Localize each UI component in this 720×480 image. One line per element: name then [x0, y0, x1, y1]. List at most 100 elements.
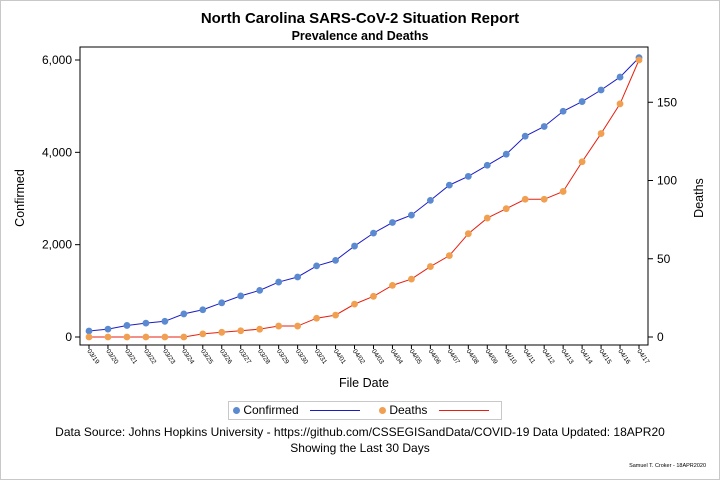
x-tick-label: 04/02 [351, 348, 366, 366]
data-point-confirmed [351, 242, 358, 250]
data-point-deaths [313, 314, 320, 322]
legend-line-confirmed [310, 410, 361, 412]
data-point-deaths [104, 333, 112, 341]
x-tick-label: 03/25 [199, 348, 214, 366]
data-point-deaths [502, 205, 510, 213]
legend-label-confirmed: Confirmed [243, 403, 299, 417]
data-point-confirmed [597, 86, 605, 94]
data-point-deaths [483, 214, 491, 222]
x-tick-label: 03/23 [161, 348, 176, 366]
data-point-confirmed [426, 196, 434, 204]
data-point-confirmed [578, 98, 586, 105]
data-point-deaths [540, 195, 548, 203]
chart-plot: 0 2,000 4,000 6,000 0 50 100 150 03/19 03/20 03/21… [13, 46, 706, 390]
series-line-deaths [89, 59, 640, 338]
data-point-confirmed [199, 306, 207, 314]
x-tick-label: 03/30 [294, 348, 309, 366]
x-tick-label: 04/04 [389, 348, 404, 366]
data-point-confirmed [616, 73, 624, 81]
chart-title: North Carolina SARS-CoV-2 Situation Repo… [200, 10, 520, 27]
x-tick-label: 04/12 [541, 348, 556, 366]
data-point-deaths [370, 292, 377, 300]
x-tick-label: 04/07 [446, 348, 461, 366]
data-point-deaths [445, 252, 453, 260]
x-tick-label: 03/28 [256, 348, 271, 366]
legend-marker-confirmed [233, 407, 240, 415]
data-point-confirmed [521, 132, 529, 140]
data-point-confirmed [464, 172, 472, 180]
y-tick-label: 6,000 [42, 53, 72, 67]
y-axis-title: Confirmed [13, 169, 27, 227]
y2-tick-label: 100 [657, 174, 677, 188]
data-point-confirmed [313, 262, 320, 270]
legend-label-deaths: Deaths [389, 403, 428, 417]
y2-tick-label: 50 [657, 252, 671, 266]
x-tick-label: 04/06 [427, 348, 442, 366]
x-tick-label: 04/10 [503, 348, 518, 366]
x-tick-label: 04/08 [465, 348, 480, 366]
x-tick-label: 03/26 [218, 348, 233, 366]
data-point-deaths [578, 158, 586, 166]
data-point-deaths [275, 322, 283, 330]
data-point-confirmed [237, 292, 245, 300]
legend-item-deaths: Deaths [379, 403, 489, 417]
data-point-confirmed [389, 219, 396, 226]
data-point-confirmed [256, 286, 264, 294]
series-lines [88, 57, 640, 338]
legend-item-confirmed: Confirmed [233, 403, 361, 417]
data-point-confirmed [445, 181, 453, 189]
data-point-deaths [408, 275, 415, 283]
y2-axis-title: Deaths [692, 178, 706, 218]
legend-line-deaths [438, 410, 489, 412]
data-point-deaths [180, 333, 188, 341]
data-point-deaths [521, 195, 529, 203]
data-point-confirmed [559, 107, 567, 115]
data-point-confirmed [142, 319, 150, 327]
x-tick-label: 03/19 [85, 348, 100, 366]
x-tick-label: 04/09 [484, 348, 499, 366]
x-tick-label: 04/15 [597, 348, 612, 366]
x-tick-label: 04/14 [578, 348, 593, 366]
x-tick-label: 03/20 [104, 348, 119, 366]
data-point-deaths [559, 188, 567, 195]
axis-labels: 0 2,000 4,000 6,000 0 50 100 150 03/19 03/20 03/21… [13, 53, 706, 390]
y2-tick-label: 150 [657, 95, 677, 109]
x-tick-label: 04/17 [635, 348, 650, 366]
x-tick-label: 03/31 [313, 348, 328, 366]
x-tick-label: 04/11 [522, 348, 537, 365]
x-tick-label: 04/03 [370, 348, 385, 366]
chart-subtitle: Prevalence and Deaths [291, 29, 429, 43]
data-point-deaths [85, 333, 93, 341]
data-point-confirmed [104, 325, 112, 333]
data-point-deaths [237, 327, 245, 335]
data-point-deaths [389, 281, 396, 289]
data-point-confirmed [502, 150, 510, 158]
legend-marker-deaths [379, 407, 386, 415]
author-credit: Samuel T. Croker - 18APR2020 [629, 463, 706, 469]
data-point-deaths [426, 263, 434, 270]
x-tick-label: 03/29 [275, 348, 290, 366]
data-point-deaths [218, 328, 226, 336]
plot-area-border [79, 46, 649, 346]
x-axis-title: File Date [339, 376, 389, 390]
data-point-confirmed [218, 299, 226, 307]
data-point-confirmed [294, 273, 302, 281]
chart-legend: Confirmed Deaths [228, 401, 502, 420]
y2-tick-label: 0 [657, 330, 664, 344]
date-range-note: Showing the Last 30 Days [290, 441, 430, 455]
x-tick-label: 03/24 [180, 348, 195, 366]
data-point-deaths [161, 333, 169, 341]
data-point-deaths [256, 325, 264, 333]
data-point-confirmed [332, 256, 339, 264]
x-tick-label: 04/05 [408, 348, 423, 366]
x-tick-label: 04/13 [559, 348, 574, 366]
data-point-confirmed [275, 278, 283, 286]
series-markers [85, 54, 643, 341]
y-tick-label: 0 [65, 330, 72, 344]
y-tick-label: 4,000 [42, 145, 72, 159]
data-point-confirmed [483, 161, 491, 169]
data-point-confirmed [180, 310, 188, 318]
data-point-deaths [464, 230, 472, 238]
data-point-deaths [597, 130, 605, 137]
x-tick-label: 03/27 [237, 348, 252, 366]
